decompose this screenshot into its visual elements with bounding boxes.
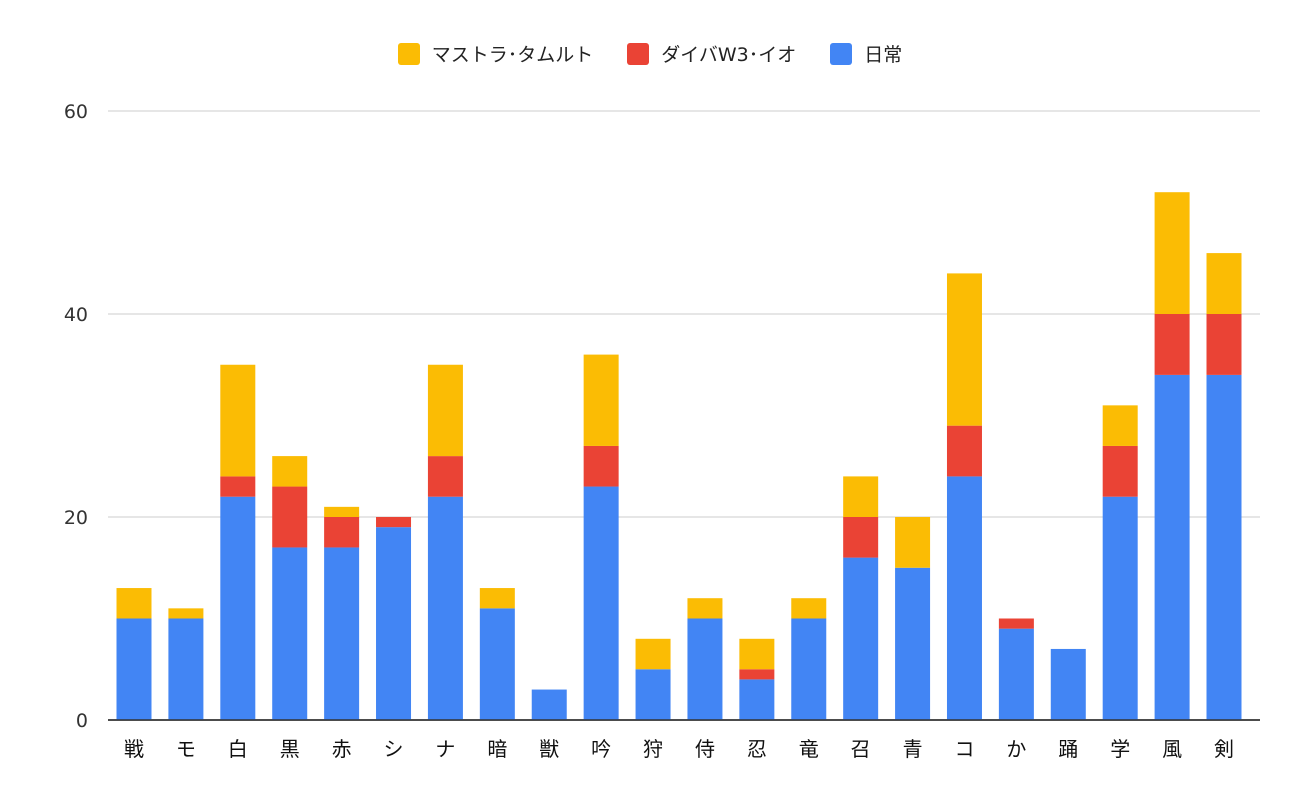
bar-segment: [324, 547, 360, 720]
bar-segment: [1206, 374, 1242, 720]
bar-segment: [1102, 445, 1138, 497]
bar-segment: [1102, 496, 1138, 720]
x-tick-label: コ: [954, 737, 974, 761]
bar-segment: [739, 669, 775, 680]
bar-segment: [791, 598, 827, 619]
bar-segment: [1050, 648, 1086, 720]
x-tick-label: か: [1006, 737, 1026, 761]
x-tick-label: 赤: [332, 737, 352, 761]
bar-segment: [531, 689, 567, 720]
x-tick-label: 白: [228, 737, 248, 761]
legend-label: 日常: [864, 44, 903, 66]
x-tick-label: モ: [176, 737, 196, 761]
x-tick-label: 獣: [539, 737, 559, 761]
bar-segment: [687, 618, 723, 720]
x-tick-label: 戦: [124, 737, 144, 761]
legend-swatch: [627, 42, 650, 65]
legend-item[interactable]: ダイバW3･イオ: [627, 40, 796, 67]
bar-segment: [427, 496, 463, 720]
bar-segment: [583, 354, 619, 446]
y-tick-label: 0: [76, 710, 88, 732]
bar-segment: [998, 628, 1034, 720]
bar-segment: [272, 547, 308, 720]
bar-segment: [220, 476, 256, 497]
bar-segment: [324, 506, 360, 517]
legend-label: ダイバW3･イオ: [661, 44, 797, 66]
x-tick-label: 侍: [695, 737, 715, 761]
bar-segment: [895, 567, 931, 720]
bar-segment: [946, 425, 982, 477]
bar-segment: [739, 638, 775, 670]
x-tick-label: 剣: [1214, 737, 1234, 761]
bar-segment: [272, 456, 308, 487]
x-tick-label: 竜: [799, 737, 819, 761]
bar-segment: [843, 517, 879, 558]
bar-segment: [635, 669, 671, 720]
legend-swatch: [397, 42, 420, 65]
y-tick-label: 60: [64, 101, 88, 123]
bar-segment: [946, 476, 982, 720]
x-tick-label: シ: [384, 737, 404, 761]
bar-segment: [1154, 314, 1190, 375]
x-tick-label: 狩: [643, 737, 663, 761]
legend-item[interactable]: マストラ･タムルト: [397, 40, 594, 67]
bar-segment: [220, 364, 256, 477]
legend-swatch: [830, 42, 853, 65]
legend-item[interactable]: 日常: [830, 40, 902, 67]
bar-segment: [635, 638, 671, 670]
bar-segment: [1154, 192, 1190, 314]
bar-segment: [324, 517, 360, 548]
bar-segment: [895, 517, 931, 568]
bar-segment: [583, 445, 619, 487]
bar-segment: [843, 557, 879, 720]
bar-segment: [168, 608, 204, 619]
bar-segment: [376, 527, 412, 720]
bar-segment: [427, 456, 463, 497]
x-tick-label: ナ: [435, 737, 455, 761]
bar-segment: [1206, 253, 1242, 314]
legend-label: マストラ･タムルト: [431, 44, 594, 66]
bar-segment: [583, 486, 619, 720]
x-tick-label: 暗: [487, 737, 507, 761]
bar-segment: [946, 273, 982, 426]
x-tick-label: 風: [1162, 737, 1182, 761]
bar-segment: [739, 679, 775, 720]
bar-segment: [427, 364, 463, 457]
y-tick-label: 20: [64, 507, 88, 529]
bar-segment: [791, 618, 827, 720]
bar-segment: [843, 476, 879, 517]
bar-segment: [168, 618, 204, 720]
bar-segment: [272, 486, 308, 548]
x-tick-label: 青: [903, 737, 923, 761]
bar-segment: [1154, 374, 1190, 720]
x-tick-label: 踊: [1058, 737, 1078, 761]
bar-segment: [1206, 314, 1242, 375]
x-tick-label: 黒: [280, 737, 300, 761]
x-tick-label: 召: [851, 737, 871, 761]
bar-segment: [116, 618, 152, 720]
x-tick-label: 学: [1110, 737, 1130, 761]
y-tick-label: 40: [64, 304, 88, 326]
bar-segment: [479, 608, 515, 720]
bar-segment: [116, 588, 152, 619]
bar-segment: [1102, 405, 1138, 446]
bar-segment: [376, 517, 412, 528]
bar-segment: [998, 618, 1034, 629]
x-tick-label: 吟: [591, 737, 611, 761]
bar-segment: [479, 588, 515, 609]
bar-segment: [220, 496, 256, 720]
bar-segment: [687, 598, 723, 619]
chart-legend: マストラ･タムルト ダイバW3･イオ 日常: [0, 40, 1300, 67]
x-tick-label: 忍: [747, 737, 767, 761]
